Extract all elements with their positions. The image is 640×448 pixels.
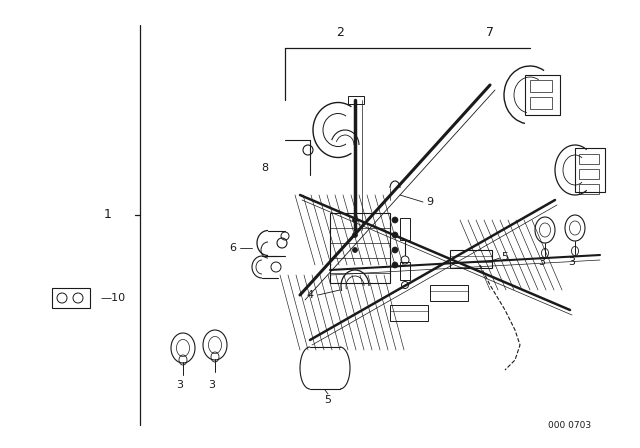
Circle shape: [392, 262, 398, 268]
Bar: [430, 285, 468, 301]
Text: 7: 7: [486, 26, 494, 39]
Text: 8: 8: [261, 163, 269, 173]
Text: 3: 3: [209, 380, 216, 390]
Text: 6: 6: [230, 243, 237, 253]
Circle shape: [353, 233, 358, 237]
Text: 9: 9: [426, 197, 433, 207]
Bar: [530, 80, 552, 92]
Bar: [579, 184, 599, 194]
Bar: [579, 169, 599, 179]
Bar: [530, 97, 552, 109]
Text: 4: 4: [307, 290, 314, 300]
Text: 3: 3: [177, 380, 184, 390]
Bar: [400, 262, 410, 280]
Bar: [579, 154, 599, 164]
Text: 5: 5: [502, 252, 509, 262]
Bar: [575, 148, 605, 192]
Circle shape: [353, 217, 358, 223]
Bar: [330, 213, 390, 283]
Text: 3: 3: [538, 257, 545, 267]
Bar: [525, 75, 560, 115]
Bar: [450, 250, 492, 268]
Text: 3: 3: [568, 257, 575, 267]
Circle shape: [392, 232, 398, 238]
Circle shape: [353, 247, 358, 253]
Bar: [400, 218, 410, 240]
Circle shape: [392, 217, 398, 223]
Text: —10: —10: [100, 293, 125, 303]
Bar: [348, 96, 364, 104]
Text: 2: 2: [336, 26, 344, 39]
Bar: [52, 288, 90, 308]
Text: 5: 5: [324, 395, 332, 405]
Text: 000 0703: 000 0703: [548, 421, 591, 430]
Bar: [390, 305, 428, 321]
Text: 1: 1: [104, 208, 112, 221]
Circle shape: [392, 247, 398, 253]
